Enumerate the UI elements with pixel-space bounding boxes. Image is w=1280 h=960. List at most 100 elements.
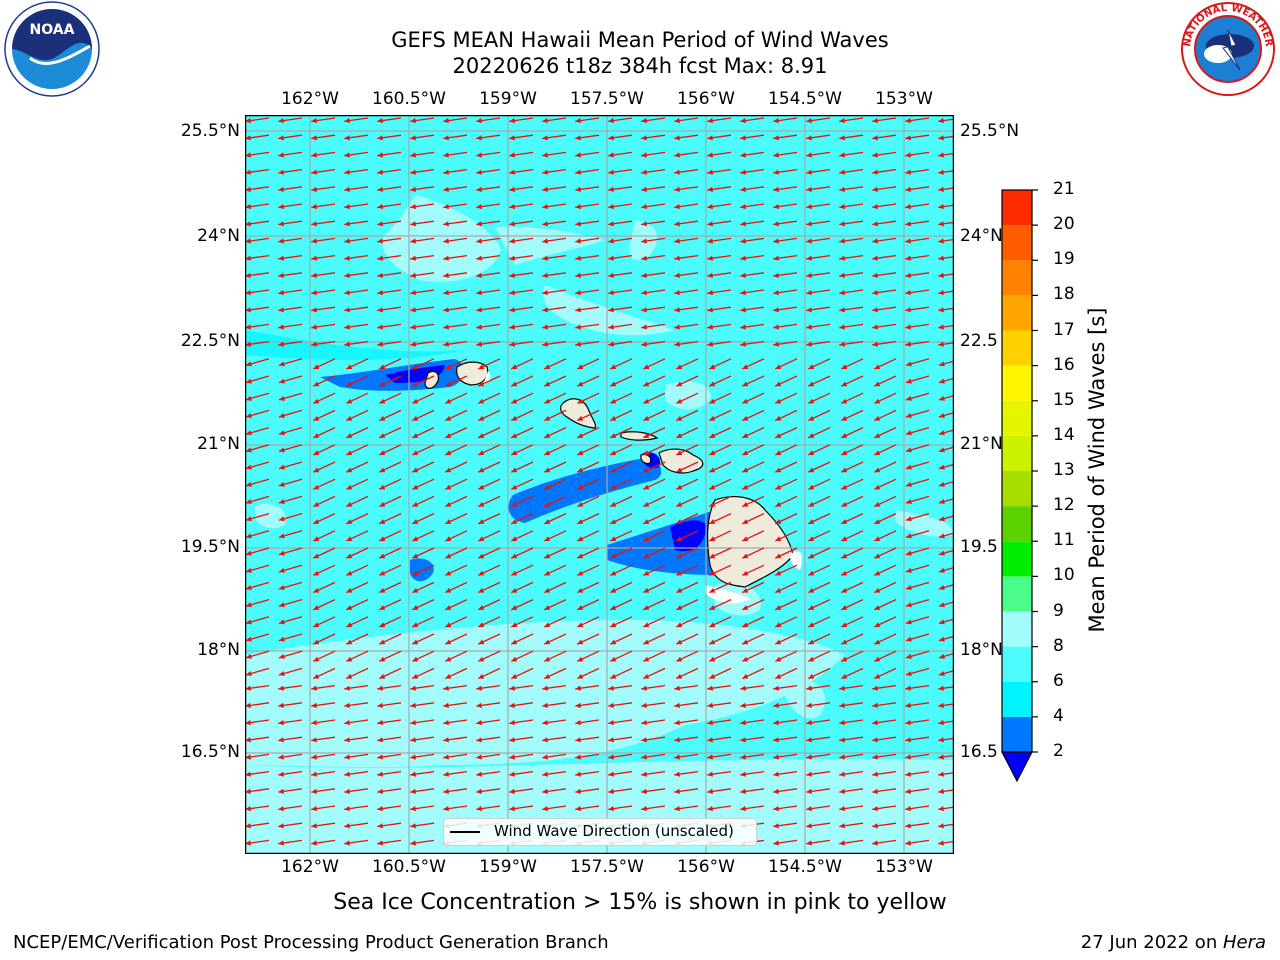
wind-wave-arrow-head	[641, 204, 647, 210]
wind-wave-arrow-head	[806, 169, 812, 175]
wind-wave-arrow-head	[346, 673, 353, 679]
wind-wave-arrow-head	[344, 685, 350, 691]
wind-wave-arrow-head	[577, 570, 584, 576]
wind-wave-arrow-head	[278, 602, 285, 608]
wind-wave-arrow-head	[610, 398, 617, 404]
wind-wave-arrow-head	[874, 519, 881, 524]
wind-wave-arrow-head	[808, 433, 815, 438]
wind-wave-arrow-head	[905, 341, 911, 347]
wind-wave-arrow-head	[839, 186, 845, 192]
wind-wave-arrow-head	[841, 536, 848, 542]
wind-wave-arrow-head	[808, 501, 815, 507]
wind-wave-arrow-head	[346, 433, 353, 438]
wind-wave-arrow-head	[278, 788, 284, 794]
wind-wave-arrow-head	[346, 519, 353, 524]
wind-wave-arrow-head	[839, 272, 845, 278]
wind-wave-arrow-head	[643, 639, 650, 645]
wind-wave-arrow-head	[608, 737, 614, 743]
wind-wave-arrow-head	[478, 381, 485, 387]
wind-wave-arrow-head	[476, 720, 482, 726]
wind-wave-arrow-head	[509, 238, 515, 244]
wind-wave-arrow-head	[641, 221, 647, 227]
wind-wave-arrow-head	[511, 433, 518, 438]
wind-wave-arrow-head	[839, 341, 845, 347]
wind-wave-arrow-head	[577, 519, 584, 524]
wind-wave-arrow-head	[379, 605, 386, 610]
wind-wave-arrow-head	[709, 639, 716, 645]
wind-wave-arrow-head	[443, 221, 449, 227]
wind-wave-arrow-head	[511, 605, 518, 610]
wind-wave-arrow-head	[641, 255, 647, 261]
wind-wave-arrow-head	[344, 152, 350, 158]
wind-wave-arrow-head	[775, 519, 782, 524]
colorbar-segment	[1002, 576, 1032, 612]
wind-wave-arrow-head	[278, 255, 284, 261]
wind-wave-arrow-head	[577, 501, 584, 507]
wind-wave-arrow-head	[608, 272, 614, 278]
wind-wave-arrow-head	[872, 118, 878, 124]
wind-wave-arrow-head	[412, 484, 419, 490]
wind-wave-arrow-head	[608, 255, 614, 261]
wind-wave-arrow-head	[379, 536, 386, 542]
wind-wave-arrow-head	[839, 840, 845, 846]
wind-wave-arrow-head	[311, 771, 317, 777]
wind-wave-arrow-head	[938, 290, 944, 296]
wind-wave-arrow-head	[344, 341, 350, 347]
wind-wave-arrow-head	[610, 587, 617, 593]
lat-label-left: 16.5°N	[180, 742, 240, 762]
wind-wave-arrow-head	[245, 378, 252, 384]
colorbar-tick-label: 11	[1053, 530, 1075, 551]
wind-wave-arrow-head	[874, 536, 881, 542]
wind-wave-arrow-head	[245, 290, 251, 296]
wind-wave-arrow-head	[346, 381, 353, 387]
wind-wave-arrow-head	[773, 771, 779, 777]
wind-wave-arrow-head	[445, 450, 452, 456]
wind-wave-arrow-head	[478, 656, 485, 662]
wind-wave-arrow-head	[575, 754, 581, 760]
wind-wave-arrow-head	[806, 255, 812, 261]
wind-wave-arrow-head	[806, 754, 812, 760]
wind-wave-arrow-head	[740, 702, 746, 708]
wind-wave-arrow-head	[313, 622, 320, 628]
wind-wave-arrow-head	[676, 622, 683, 628]
wind-wave-arrow-head	[773, 823, 779, 829]
wind-wave-arrow-head	[707, 324, 713, 330]
wind-wave-arrow-head	[740, 754, 746, 760]
wind-wave-arrow-head	[542, 788, 548, 794]
wind-wave-arrow-head	[841, 364, 848, 370]
wind-wave-arrow-head	[938, 685, 944, 691]
wind-wave-arrow-head	[476, 290, 482, 296]
wind-wave-arrow-head	[577, 450, 584, 456]
wind-wave-arrow-head	[311, 840, 317, 846]
colorbar-tick-label: 8	[1053, 635, 1064, 656]
wind-wave-arrow-head	[245, 619, 252, 625]
wind-wave-arrow-head	[278, 481, 285, 487]
wind-wave-arrow-head	[808, 536, 815, 542]
wind-wave-arrow-head	[707, 685, 713, 691]
wind-wave-arrow-head	[311, 823, 317, 829]
wind-wave-arrow-head	[377, 737, 383, 743]
wind-wave-arrow-head	[808, 553, 815, 559]
wind-wave-arrow-head	[311, 118, 317, 124]
lon-label-top: 156°W	[677, 89, 735, 109]
wind-wave-arrow-head	[445, 553, 452, 559]
wind-wave-arrow-head	[542, 204, 548, 210]
wind-wave-arrow-head	[707, 255, 713, 261]
wind-wave-arrow-head	[344, 169, 350, 175]
wind-wave-arrow-head	[808, 570, 815, 576]
wind-wave-arrow-head	[676, 364, 683, 370]
wind-wave-arrow-head	[938, 653, 945, 659]
wind-wave-arrow-head	[938, 378, 945, 384]
wind-wave-arrow-head	[410, 118, 416, 124]
colorbar-tick-label: 4	[1053, 705, 1064, 726]
wind-wave-arrow-head	[476, 324, 482, 330]
wind-wave-arrow-head	[478, 415, 485, 421]
wind-wave-arrow-head	[674, 186, 680, 192]
wind-wave-arrow-head	[839, 771, 845, 777]
wind-wave-arrow-head	[938, 636, 945, 642]
wind-wave-arrow-head	[872, 204, 878, 210]
wind-wave-arrow-head	[511, 415, 518, 421]
lat-label-right: 25.5°N	[960, 121, 1020, 141]
wind-wave-arrow-head	[905, 533, 912, 539]
wind-wave-arrow-head	[511, 398, 518, 404]
